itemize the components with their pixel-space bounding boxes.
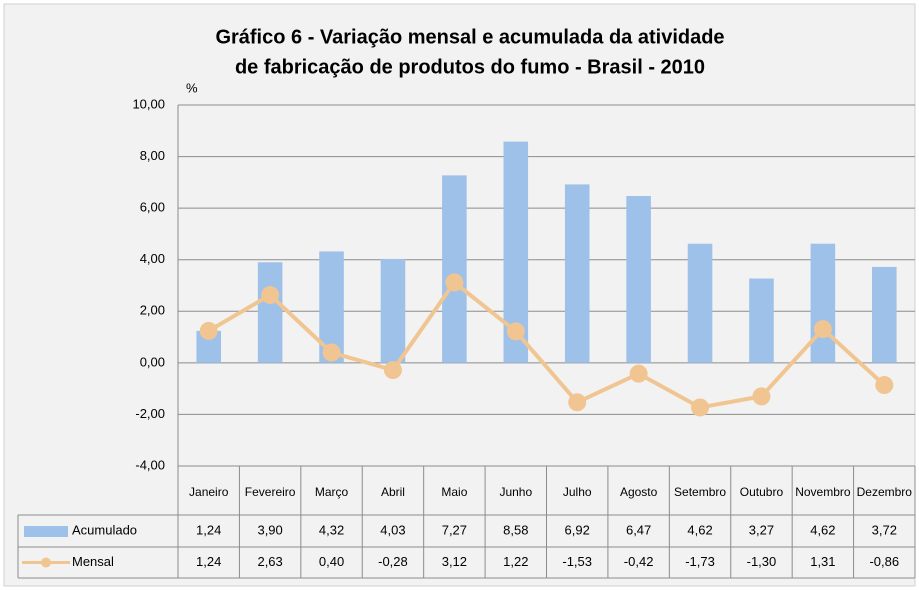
bar xyxy=(564,184,590,363)
marker xyxy=(383,361,402,380)
marker xyxy=(813,320,832,339)
x-tick-label: Junho xyxy=(499,485,532,499)
x-tick-label: Abril xyxy=(381,485,405,499)
table-cell: -0,86 xyxy=(869,554,899,569)
table-cell: 4,03 xyxy=(380,522,405,537)
x-tick-label: Janeiro xyxy=(189,485,229,499)
marker xyxy=(322,343,341,362)
table-cell: 1,31 xyxy=(810,554,835,569)
table-cell: 3,12 xyxy=(442,554,467,569)
table-cell: -0,42 xyxy=(624,554,654,569)
legend-label: Acumulado xyxy=(72,522,137,537)
y-axis-label: % xyxy=(186,80,198,95)
y-tick-label: 10,00 xyxy=(132,96,165,111)
x-tick-label: Maio xyxy=(441,485,467,499)
table-cell: 3,72 xyxy=(872,522,897,537)
y-tick-label: 8,00 xyxy=(140,148,165,163)
table-cell: 8,58 xyxy=(503,522,528,537)
table-cell: -1,30 xyxy=(747,554,777,569)
y-tick-label: 2,00 xyxy=(140,303,165,318)
y-tick-label: -4,00 xyxy=(135,457,165,472)
table-cell: 3,90 xyxy=(257,522,282,537)
x-tick-label: Novembro xyxy=(795,485,851,499)
table-cell: 4,32 xyxy=(319,522,344,537)
bar xyxy=(810,243,836,363)
table-cell: -1,73 xyxy=(685,554,715,569)
marker xyxy=(506,322,525,341)
marker xyxy=(691,398,710,417)
table-cell: -1,53 xyxy=(562,554,592,569)
bar xyxy=(257,262,283,363)
table-cell: 6,92 xyxy=(565,522,590,537)
bar xyxy=(626,196,651,363)
marker xyxy=(261,286,280,305)
marker xyxy=(199,321,218,340)
table-cell: 2,63 xyxy=(257,554,282,569)
table-cell: 3,27 xyxy=(749,522,774,537)
x-tick-label: Outubro xyxy=(740,485,784,499)
table-cell: 1,24 xyxy=(196,554,221,569)
line xyxy=(207,279,886,410)
legend-swatch xyxy=(41,557,51,568)
table-cell: 7,27 xyxy=(442,522,467,537)
table-cell: 0,40 xyxy=(319,554,344,569)
y-tick-label: -2,00 xyxy=(135,406,165,421)
y-tick-label: 6,00 xyxy=(140,200,165,215)
y-tick-label: 0,00 xyxy=(140,354,165,369)
marker xyxy=(875,376,894,395)
bar xyxy=(380,258,406,363)
x-tick-label: Agosto xyxy=(620,485,658,499)
x-tick-label: Dezembro xyxy=(857,485,913,499)
x-tick-label: Fevereiro xyxy=(245,485,296,499)
table-cell: 4,62 xyxy=(687,522,712,537)
x-tick-label: Julho xyxy=(563,485,592,499)
marker xyxy=(629,364,648,383)
marker xyxy=(445,273,464,292)
table-cell: 1,24 xyxy=(196,522,221,537)
bar xyxy=(749,278,774,363)
bar xyxy=(872,266,897,363)
legend-label: Mensal xyxy=(72,554,114,569)
bar xyxy=(442,175,467,363)
bar xyxy=(687,243,713,363)
chart-title: Gráfico 6 - Variação mensal e acumulada … xyxy=(215,26,724,48)
x-tick-label: Março xyxy=(315,485,349,499)
table-cell: 1,22 xyxy=(503,554,528,569)
marker xyxy=(752,387,771,406)
table-cell: -0,28 xyxy=(378,554,408,569)
legend-swatch xyxy=(24,526,68,537)
x-tick-label: Setembro xyxy=(674,485,726,499)
table-cell: 6,47 xyxy=(626,522,651,537)
y-tick-label: 4,00 xyxy=(140,251,165,266)
chart-subtitle: de fabricação de produtos do fumo - Bras… xyxy=(235,56,705,78)
table-cell: 4,62 xyxy=(810,522,835,537)
marker xyxy=(568,393,587,412)
